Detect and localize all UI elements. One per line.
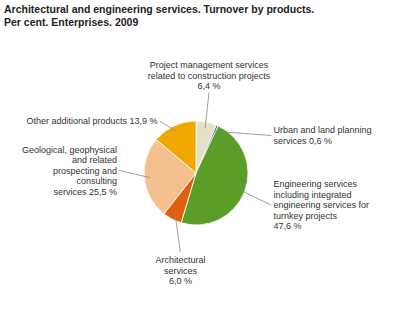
html-text:Per cent. Enterprises. 2009: Per cent. Enterprises. 2009 <box>4 16 139 28</box>
svg-text:Architecturalservices6,0 %: Architecturalservices6,0 % <box>155 255 205 286</box>
svg-text:Urban and land planningservice: Urban and land planningservices 0,6 % <box>273 125 371 145</box>
svg-text:Engineering servicesincluding: Engineering servicesincluding integrated… <box>273 179 369 231</box>
svg-text:Geological, geophysicaland rel: Geological, geophysicaland relatedprospe… <box>22 145 117 197</box>
svg-text:Project management servicesrel: Project management servicesrelated to co… <box>148 60 271 91</box>
html-text:Architectural and engineering: Architectural and engineering services. … <box>4 3 315 15</box>
svg-text:Other additional products 13,9: Other additional products 13,9 % <box>27 116 158 126</box>
